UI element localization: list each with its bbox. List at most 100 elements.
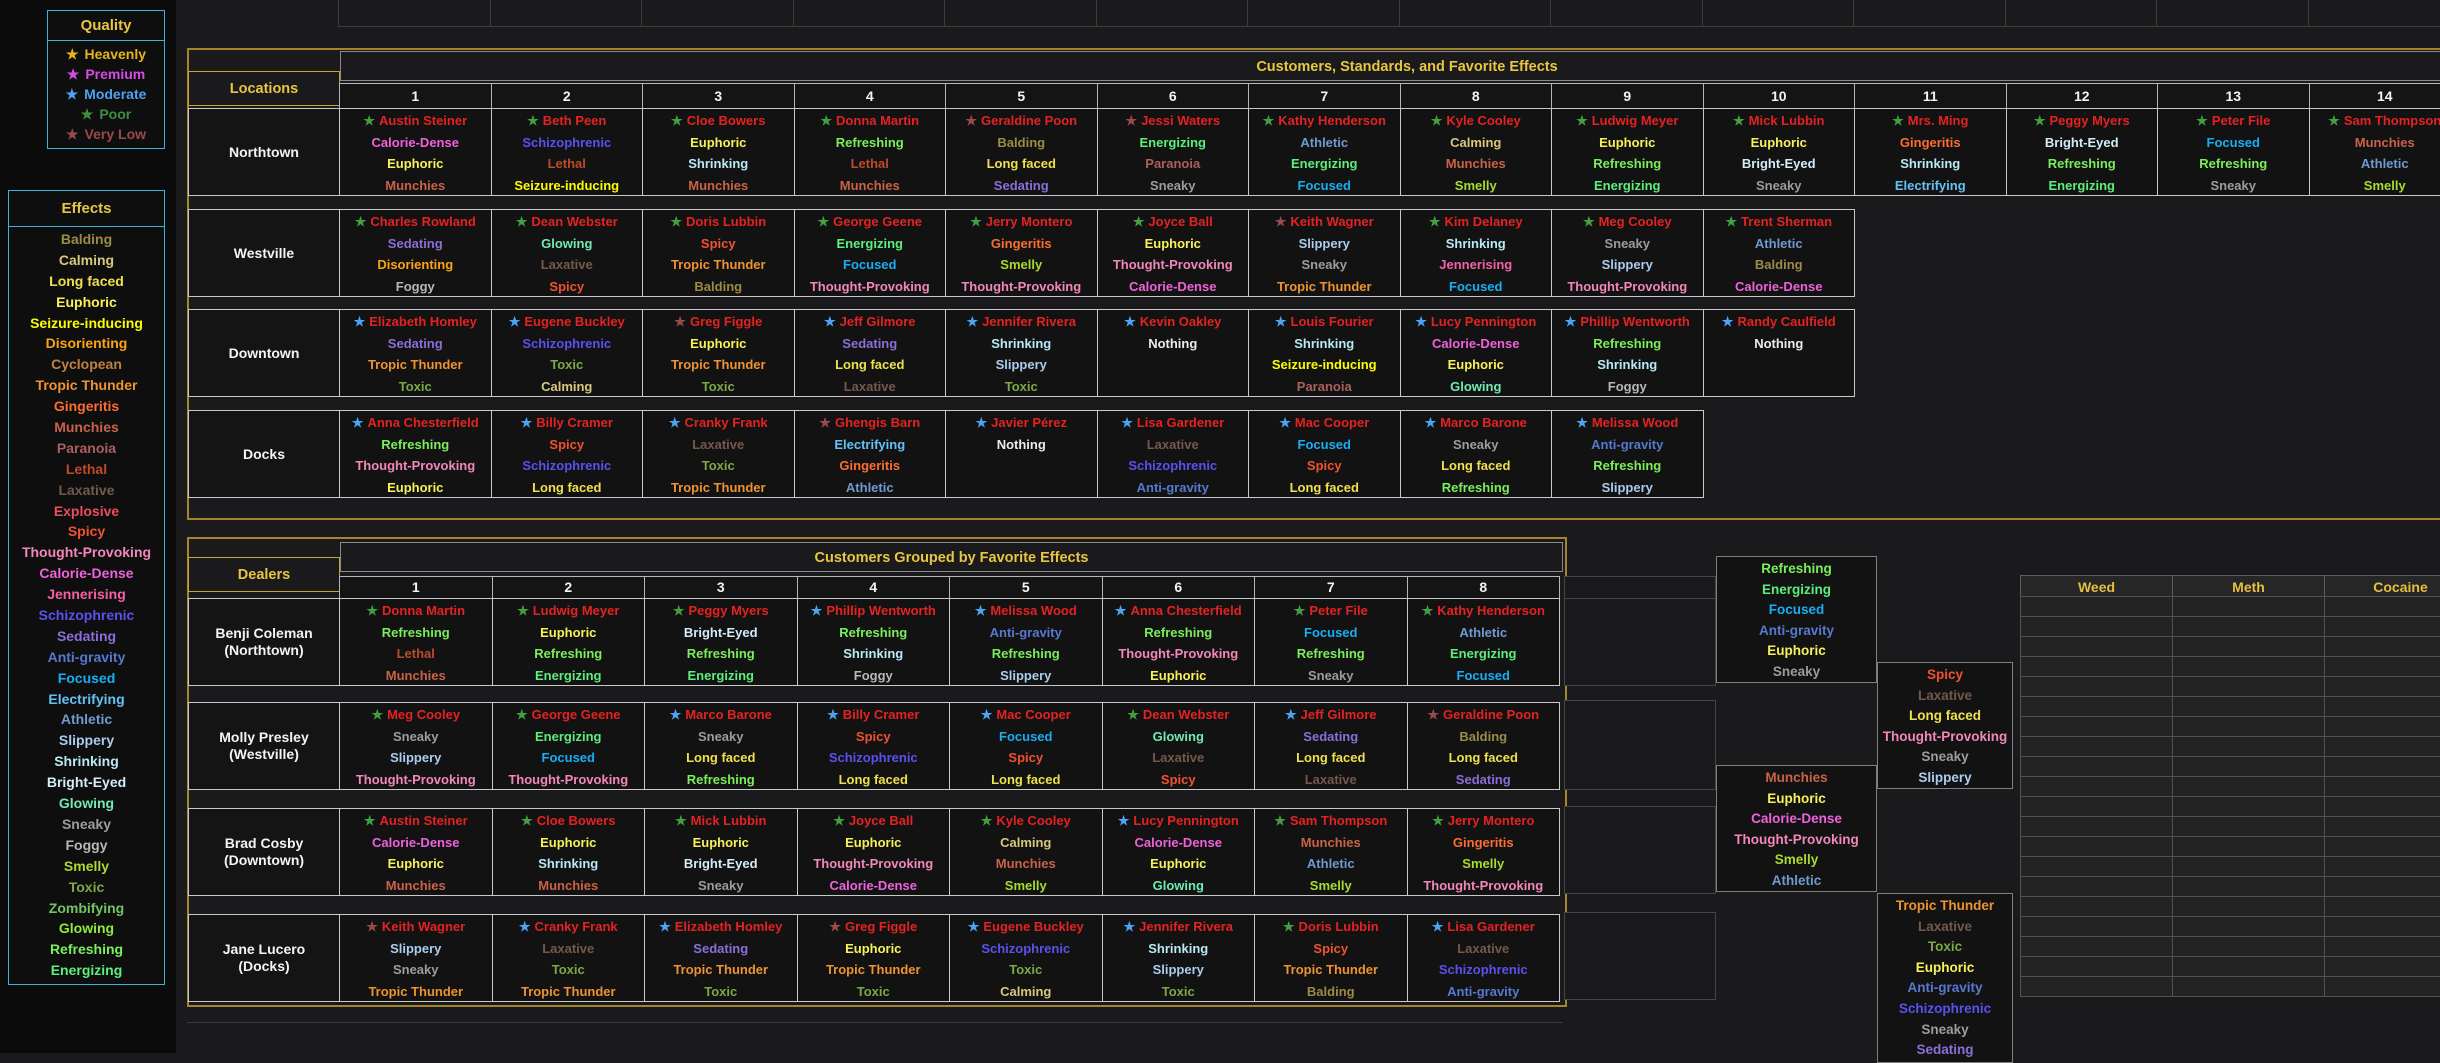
drug-grid-cell[interactable]: [2324, 916, 2440, 937]
effect-legend-item[interactable]: Calorie-Dense: [9, 563, 164, 584]
drug-grid-cell[interactable]: [2020, 916, 2173, 937]
drug-column-header[interactable]: Meth: [2172, 575, 2325, 597]
drug-grid-cell[interactable]: [2324, 836, 2440, 857]
effect-legend-item[interactable]: Foggy: [9, 835, 164, 856]
column-number[interactable]: 5: [945, 83, 1098, 110]
location-label[interactable]: Downtown: [188, 309, 340, 397]
drug-grid-cell[interactable]: [2020, 876, 2173, 897]
drug-grid-cell[interactable]: [2020, 716, 2173, 737]
drug-grid-cell[interactable]: [2020, 756, 2173, 777]
drug-grid-cell[interactable]: [2020, 856, 2173, 877]
empty-grid-cell[interactable]: [1564, 912, 1716, 1000]
column-number[interactable]: 4: [797, 576, 951, 599]
drug-grid-cell[interactable]: [2324, 896, 2440, 917]
drug-grid-cell[interactable]: [2020, 836, 2173, 857]
drug-grid-cell[interactable]: [2020, 976, 2173, 997]
drug-grid-cell[interactable]: [2020, 816, 2173, 837]
column-number[interactable]: 14: [2309, 83, 2440, 110]
effect-legend-item[interactable]: Munchies: [9, 417, 164, 438]
column-number[interactable]: 3: [644, 576, 798, 599]
drug-grid-cell[interactable]: [2020, 936, 2173, 957]
effect-legend-item[interactable]: Glowing: [9, 918, 164, 939]
drug-grid-cell[interactable]: [2324, 796, 2440, 817]
quality-level[interactable]: ★Very Low: [48, 124, 164, 144]
drug-grid-cell[interactable]: [2324, 676, 2440, 697]
effect-legend-item[interactable]: Lethal: [9, 459, 164, 480]
empty-grid-cell[interactable]: [1564, 576, 1716, 599]
drug-grid-cell[interactable]: [2172, 796, 2325, 817]
drug-grid-cell[interactable]: [2172, 736, 2325, 757]
dealer-label[interactable]: Molly Presley(Westville): [188, 702, 340, 790]
drug-grid-cell[interactable]: [2172, 936, 2325, 957]
effect-legend-item[interactable]: Disorienting: [9, 333, 164, 354]
drug-grid-cell[interactable]: [2020, 796, 2173, 817]
drug-grid-cell[interactable]: [2324, 636, 2440, 657]
empty-grid-cell[interactable]: [1564, 806, 1716, 894]
drug-grid-cell[interactable]: [2020, 896, 2173, 917]
drug-grid-cell[interactable]: [2172, 776, 2325, 797]
effect-legend-item[interactable]: Cyclopean: [9, 354, 164, 375]
drug-grid-cell[interactable]: [2324, 856, 2440, 877]
column-number[interactable]: 5: [949, 576, 1103, 599]
effect-legend-item[interactable]: Focused: [9, 668, 164, 689]
column-number[interactable]: 6: [1102, 576, 1256, 599]
drug-grid-cell[interactable]: [2324, 656, 2440, 677]
effect-legend-item[interactable]: Seizure-inducing: [9, 313, 164, 334]
effect-legend-item[interactable]: Zombifying: [9, 898, 164, 919]
empty-grid-cell[interactable]: [1564, 700, 1716, 790]
effect-legend-item[interactable]: Refreshing: [9, 939, 164, 960]
effect-legend-item[interactable]: Electrifying: [9, 689, 164, 710]
drug-grid-cell[interactable]: [2020, 596, 2173, 617]
quality-level[interactable]: ★Heavenly: [48, 44, 164, 64]
drug-grid-cell[interactable]: [2172, 976, 2325, 997]
effect-legend-item[interactable]: Balding: [9, 229, 164, 250]
drug-column-header[interactable]: Weed: [2020, 575, 2173, 597]
effect-legend-item[interactable]: Toxic: [9, 877, 164, 898]
drug-grid-cell[interactable]: [2020, 656, 2173, 677]
column-number[interactable]: 7: [1248, 83, 1401, 110]
quality-level[interactable]: ★Moderate: [48, 84, 164, 104]
drug-grid-cell[interactable]: [2020, 956, 2173, 977]
empty-grid-cell[interactable]: [1564, 598, 1716, 686]
effect-legend-item[interactable]: Long faced: [9, 271, 164, 292]
effect-legend-item[interactable]: Anti-gravity: [9, 647, 164, 668]
column-number[interactable]: 2: [492, 576, 646, 599]
drug-grid-cell[interactable]: [2324, 976, 2440, 997]
